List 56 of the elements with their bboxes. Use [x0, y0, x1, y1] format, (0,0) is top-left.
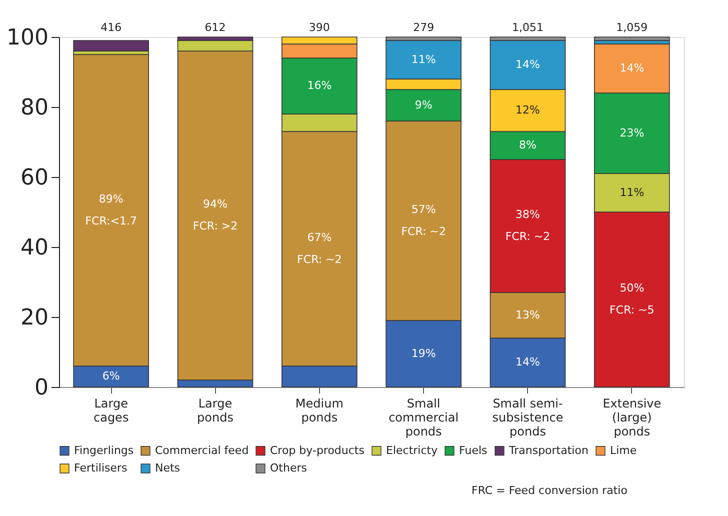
x-tick-label: Small semi- subsistence ponds: [492, 396, 564, 438]
data-label: 19%: [411, 346, 436, 360]
data-label: 57%: [411, 202, 436, 216]
data-label: 38%: [516, 208, 540, 221]
legend-label: Commercial feed: [155, 444, 249, 457]
data-label: 11%: [411, 52, 436, 66]
data-label: 16%: [307, 79, 332, 92]
data-label: 94%: [203, 198, 228, 210]
annotation: FCR: ~2: [297, 252, 342, 266]
y-tick-label: 40: [20, 236, 48, 260]
text: 279: [413, 21, 434, 34]
data-label: 50%: [620, 282, 644, 294]
legend-label: Nets: [155, 462, 180, 474]
x-tick-label: Extensive (large) ponds: [602, 396, 662, 438]
annotation: FCR: >2: [192, 220, 238, 232]
data-label: 8%: [519, 138, 536, 152]
data-label: 6%: [102, 370, 120, 382]
x-tick-label: Large ponds: [197, 396, 234, 424]
data-label: 13%: [516, 308, 540, 322]
y-tick-label: 80: [20, 96, 48, 120]
legend-label: Crop by-products: [270, 444, 365, 457]
data-label: 14%: [516, 58, 540, 71]
y-tick-label: 60: [20, 166, 48, 190]
x-tick-label: Small commercial ponds: [388, 396, 459, 438]
x-tick-label: Large cages: [93, 396, 129, 424]
annotation: FCR: ~2: [505, 230, 550, 243]
legend-label: Fertilisers: [74, 462, 128, 474]
annotation: FCR: ~5: [610, 304, 654, 316]
legend-label: Fingerlings: [74, 444, 134, 457]
data-label: 11%: [620, 186, 644, 199]
text: 416: [100, 21, 122, 34]
data-label: 67%: [307, 230, 332, 244]
y-tick-label: 20: [20, 306, 48, 330]
legend-label: Transportation: [508, 444, 588, 457]
data-label: 89%: [98, 192, 124, 206]
data-label: 12%: [516, 104, 540, 116]
text: 1,059: [616, 21, 648, 34]
legend-label: Electricty: [386, 444, 438, 457]
data-label: 14%: [620, 62, 644, 74]
y-tick-label: 100: [6, 26, 48, 50]
y-tick-label: 0: [34, 376, 48, 400]
legend-label: Others: [270, 462, 308, 474]
text: FRC = Feed conversion ratio: [472, 484, 628, 497]
text: 1,051: [512, 21, 544, 34]
bar: [594, 36, 670, 41]
annotation: FCR: ~2: [401, 224, 446, 238]
data-label: 23%: [620, 126, 644, 140]
legend-label: Lime: [610, 444, 637, 457]
annotation: FCR:<1.7: [85, 214, 137, 228]
bar: [73, 40, 149, 52]
data-label: 9%: [414, 98, 432, 112]
data-label: 14%: [516, 356, 540, 368]
x-tick-label: Medium ponds: [295, 396, 344, 424]
legend-label: Fuels: [459, 444, 488, 457]
text: 612: [204, 21, 226, 34]
text: 390: [308, 21, 330, 34]
